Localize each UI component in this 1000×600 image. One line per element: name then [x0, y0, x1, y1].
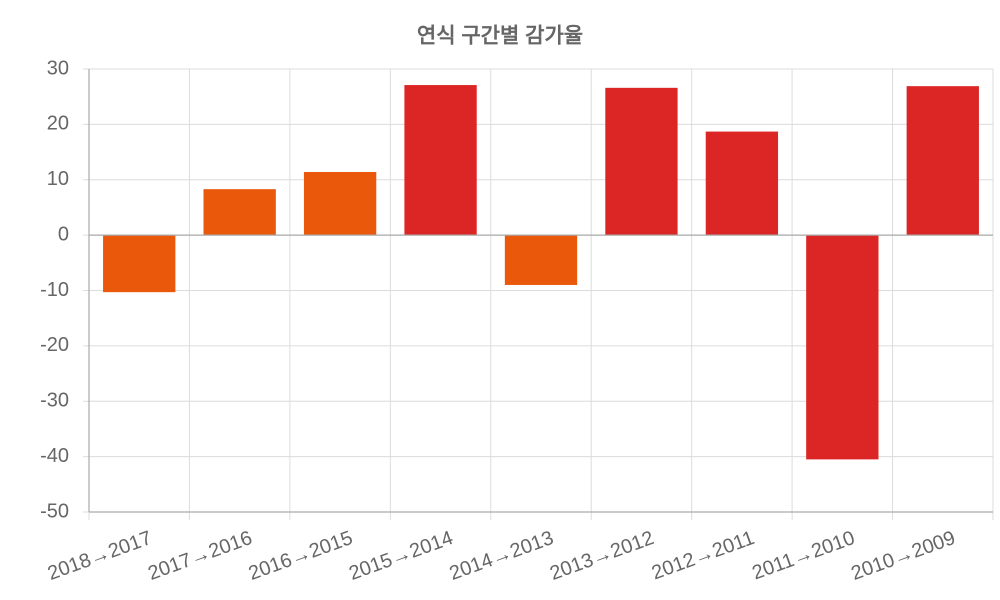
y-tick-label: 30: [47, 57, 69, 79]
y-tick-label: -40: [40, 445, 69, 467]
y-tick-label: 0: [58, 223, 69, 245]
x-tick-label: 2016→2015: [246, 527, 356, 585]
bar: [705, 131, 779, 236]
x-tick-label: 2012→2011: [649, 527, 758, 584]
bar: [404, 85, 477, 236]
bar: [303, 171, 377, 236]
x-tick-label: 2013→2012: [547, 527, 657, 585]
chart-title: 연식 구간별 감가율: [417, 25, 583, 48]
bar: [203, 189, 276, 236]
x-tick-label: 2014→2013: [447, 527, 557, 585]
x-tick-label: 2017→2016: [145, 527, 255, 585]
y-tick-label: -30: [40, 390, 69, 412]
x-tick-label: 2015→2014: [346, 527, 456, 585]
y-tick-label: 10: [47, 168, 69, 190]
y-tick-label: 20: [47, 113, 69, 135]
x-tick-label: 2018→2017: [45, 527, 155, 585]
bar: [605, 87, 678, 236]
y-tick-label: -20: [40, 334, 69, 356]
x-tick-label: 2011→2010: [749, 527, 858, 584]
y-tick-label: -10: [40, 279, 69, 301]
bar: [806, 235, 879, 460]
y-tick-label: -50: [40, 500, 69, 522]
x-tick-label: 2010→2009: [848, 527, 958, 585]
bar: [504, 235, 578, 285]
bar: [906, 86, 979, 236]
bar: [103, 235, 176, 293]
